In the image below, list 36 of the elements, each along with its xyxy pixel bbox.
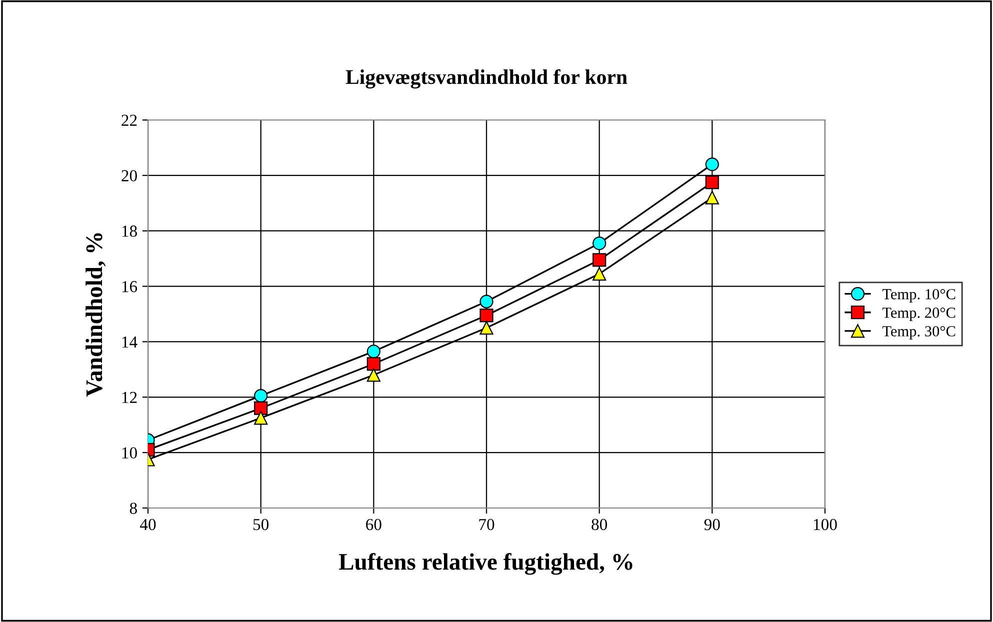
point (592, 236, 606, 250)
point (480, 294, 494, 308)
point (592, 253, 606, 267)
y-tick-label: 10 (122, 447, 137, 459)
point (254, 388, 268, 403)
y-tick-label: 12 (122, 392, 137, 403)
y-tick-label: 14 (122, 336, 138, 348)
y-tick-label: 22 (122, 114, 137, 126)
legend-label: Temp. 30°C (882, 326, 956, 340)
x-tick-label: 50 (253, 518, 269, 530)
x-tick-label: 70 (479, 518, 494, 530)
point (480, 308, 494, 322)
point (366, 357, 380, 371)
point (254, 401, 268, 416)
x-axis-title: Luftens relative fugtighed, % (338, 552, 632, 575)
point (366, 368, 380, 382)
y-tick-label: 8 (130, 502, 137, 514)
point (705, 190, 719, 204)
chart-title: Ligevægtsvandindhold for korn (346, 69, 628, 88)
point (366, 344, 380, 358)
y-axis-title: Vandindhold, % (86, 233, 106, 397)
point (254, 411, 268, 425)
point (705, 176, 719, 190)
x-tick-label: 80 (592, 518, 608, 530)
point (592, 267, 606, 281)
legend-label: Temp. 10°C (882, 289, 956, 302)
x-tick-label: 40 (140, 518, 156, 530)
x-tick-label: 90 (704, 518, 720, 530)
point (480, 321, 494, 335)
x-tick-label: 100 (814, 518, 837, 530)
y-tick-label: 18 (122, 226, 137, 237)
legend-label: Temp. 20°C (882, 308, 956, 321)
point (705, 158, 719, 172)
x-tick-label: 60 (366, 518, 382, 530)
y-tick-label: 16 (122, 281, 138, 292)
y-tick-label: 20 (122, 170, 137, 182)
